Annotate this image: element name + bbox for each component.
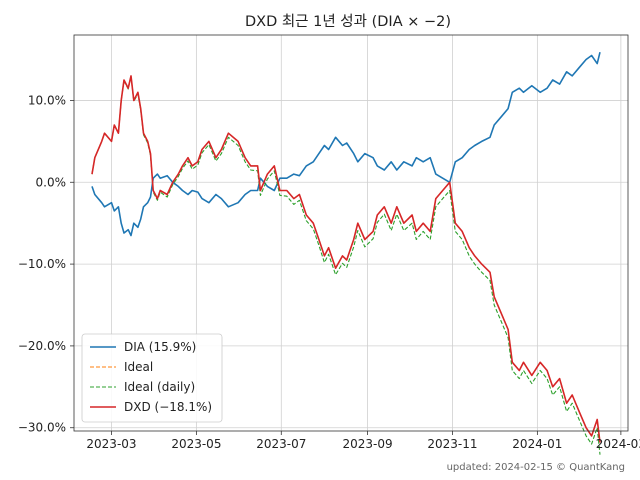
x-tick-label: 2023-11 [427, 437, 477, 451]
axes: 2023-03 2023-05 2023-07 2023-09 2023-11 2024-… [18, 93, 640, 451]
chart-title: DXD 최근 1년 성과 (DIA × −2) [245, 13, 451, 30]
x-tick-label: 2023-09 [343, 437, 393, 451]
legend-label: Ideal [124, 360, 153, 374]
y-tick-label: −20.0% [18, 339, 66, 353]
y-tick-label: −30.0% [18, 421, 66, 435]
legend-label: Ideal (daily) [124, 380, 195, 394]
x-tick-label: 2024-01 [512, 437, 562, 451]
x-tick-label: 2023-03 [86, 437, 136, 451]
y-tick-label: 0.0% [36, 175, 67, 189]
plot-frame [73, 34, 629, 432]
legend-label: DXD (−18.1%) [124, 400, 212, 414]
series-line-dxd [91, 75, 601, 443]
legend: DIA (15.9%) Ideal Ideal (daily) DXD (−18.1%… [81, 333, 223, 423]
x-tick-label: 2023-07 [256, 437, 306, 451]
y-tick-label: 10.0% [28, 93, 66, 107]
y-tick-label: −10.0% [18, 257, 66, 271]
x-tick-label: 2023-05 [171, 437, 221, 451]
series-line-dia [91, 52, 601, 237]
footer-note: updated: 2024-02-15 © QuantKang [447, 462, 625, 473]
legend-box [81, 333, 223, 423]
x-tick-label: 2024-03 [596, 437, 640, 451]
legend-label: DIA (15.9%) [124, 340, 196, 354]
series-group [91, 52, 601, 455]
